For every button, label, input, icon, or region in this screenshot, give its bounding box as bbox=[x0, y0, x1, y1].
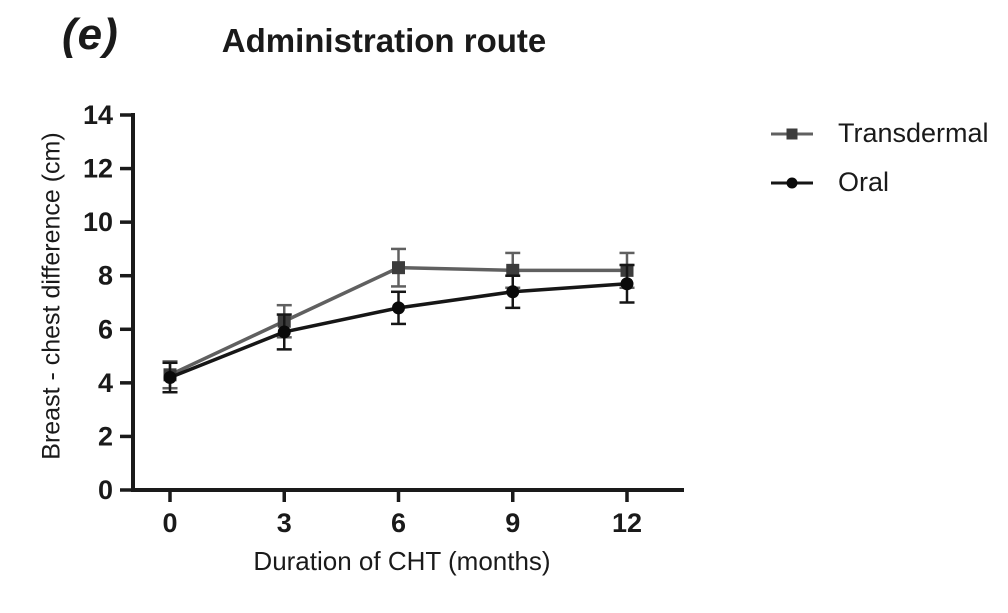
legend-marker-circle-icon bbox=[771, 177, 813, 188]
legend-marker-square-icon bbox=[771, 128, 813, 139]
chart-title: Administration route bbox=[221, 22, 547, 59]
legend: Transdermal Oral bbox=[770, 118, 989, 198]
marker-square bbox=[506, 263, 520, 277]
y-tick-label: 4 bbox=[98, 368, 113, 398]
y-tick-label: 2 bbox=[98, 421, 113, 451]
x-tick-label: 9 bbox=[505, 508, 520, 538]
y-tick-label: 0 bbox=[98, 475, 113, 505]
y-tick-label: 8 bbox=[98, 261, 113, 291]
x-tick-label: 0 bbox=[162, 508, 177, 538]
y-tick-label: 12 bbox=[83, 154, 113, 184]
marker-square bbox=[391, 261, 405, 275]
legend-square bbox=[786, 128, 798, 139]
legend-item-transdermal: Transdermal bbox=[770, 118, 989, 149]
legend-label-oral: Oral bbox=[838, 167, 890, 197]
y-axis-label: Breast - chest difference (cm) bbox=[37, 132, 66, 460]
x-tick-label: 12 bbox=[612, 508, 642, 538]
legend-label-transdermal: Transdermal bbox=[838, 118, 989, 148]
legend-circle bbox=[786, 177, 798, 188]
marker-circle bbox=[620, 277, 634, 291]
marker-circle bbox=[391, 301, 405, 315]
marker-circle bbox=[277, 325, 291, 339]
y-tick-label: 6 bbox=[98, 314, 113, 344]
series-oral bbox=[162, 263, 635, 394]
legend-item-oral: Oral bbox=[770, 167, 989, 198]
marker-circle bbox=[506, 285, 520, 299]
panel-label: (e) bbox=[62, 10, 119, 59]
x-axis-label: Duration of CHT (months) bbox=[253, 546, 551, 576]
marker-circle bbox=[163, 370, 177, 384]
x-tick-label: 6 bbox=[391, 508, 406, 538]
y-tick-label: 14 bbox=[83, 100, 113, 130]
y-tick-label: 10 bbox=[83, 207, 113, 237]
x-tick-label: 3 bbox=[277, 508, 292, 538]
